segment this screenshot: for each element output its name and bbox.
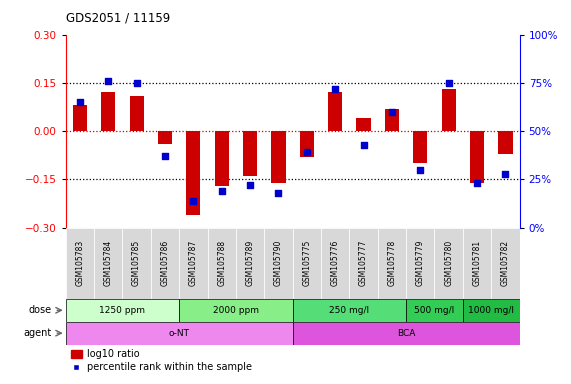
- Bar: [435, 228, 463, 299]
- Bar: [207, 228, 236, 299]
- Bar: [122, 228, 151, 299]
- Bar: [328, 93, 342, 131]
- Bar: [271, 131, 286, 183]
- Text: GSM105782: GSM105782: [501, 240, 510, 286]
- Bar: [158, 131, 172, 144]
- Bar: [470, 131, 484, 183]
- Point: [501, 170, 510, 177]
- Legend: log10 ratio, percentile rank within the sample: log10 ratio, percentile rank within the …: [71, 349, 252, 372]
- Text: agent: agent: [24, 328, 52, 338]
- Point: [160, 153, 170, 159]
- Point: [274, 190, 283, 196]
- Bar: [151, 228, 179, 299]
- Point: [472, 180, 481, 186]
- Bar: [94, 228, 122, 299]
- Bar: [215, 131, 229, 186]
- Bar: [441, 89, 456, 131]
- Text: GSM105776: GSM105776: [331, 240, 340, 286]
- Bar: [385, 109, 399, 131]
- Bar: [300, 131, 314, 157]
- Text: 500 mg/l: 500 mg/l: [415, 306, 455, 315]
- Bar: [349, 228, 378, 299]
- Text: GSM105790: GSM105790: [274, 240, 283, 286]
- Text: GSM105788: GSM105788: [217, 240, 226, 286]
- Text: 250 mg/l: 250 mg/l: [329, 306, 369, 315]
- Point: [189, 198, 198, 204]
- Point: [359, 142, 368, 148]
- Bar: [101, 93, 115, 131]
- Point: [331, 86, 340, 92]
- Text: 1250 ppm: 1250 ppm: [99, 306, 146, 315]
- Point: [132, 80, 141, 86]
- Bar: [293, 228, 321, 299]
- Point: [444, 80, 453, 86]
- Bar: [73, 105, 87, 131]
- Text: GSM105778: GSM105778: [388, 240, 396, 286]
- Bar: [356, 118, 371, 131]
- Text: GSM105787: GSM105787: [189, 240, 198, 286]
- Text: GSM105777: GSM105777: [359, 240, 368, 286]
- Text: GSM105783: GSM105783: [75, 240, 85, 286]
- Bar: [66, 322, 292, 344]
- Bar: [264, 228, 292, 299]
- Bar: [236, 228, 264, 299]
- Bar: [292, 299, 406, 322]
- Bar: [243, 131, 257, 176]
- Bar: [179, 228, 207, 299]
- Point: [246, 182, 255, 188]
- Text: GDS2051 / 11159: GDS2051 / 11159: [66, 12, 170, 25]
- Text: GSM105785: GSM105785: [132, 240, 141, 286]
- Text: dose: dose: [29, 305, 52, 315]
- Text: GSM105789: GSM105789: [246, 240, 255, 286]
- Bar: [179, 299, 292, 322]
- Bar: [292, 322, 520, 344]
- Text: o-NT: o-NT: [168, 329, 190, 338]
- Text: GSM105780: GSM105780: [444, 240, 453, 286]
- Point: [387, 109, 396, 115]
- Bar: [413, 131, 428, 163]
- Text: GSM105779: GSM105779: [416, 240, 425, 286]
- Bar: [406, 299, 463, 322]
- Point: [104, 78, 113, 84]
- Text: 2000 ppm: 2000 ppm: [213, 306, 259, 315]
- Bar: [463, 299, 520, 322]
- Bar: [406, 228, 435, 299]
- Point: [75, 99, 85, 105]
- Bar: [66, 228, 94, 299]
- Text: GSM105784: GSM105784: [104, 240, 112, 286]
- Point: [302, 149, 311, 156]
- Text: GSM105786: GSM105786: [160, 240, 170, 286]
- Bar: [378, 228, 406, 299]
- Bar: [321, 228, 349, 299]
- Bar: [130, 96, 144, 131]
- Point: [416, 167, 425, 173]
- Text: BCA: BCA: [397, 329, 415, 338]
- Bar: [463, 228, 491, 299]
- Bar: [498, 131, 513, 154]
- Text: 1000 mg/l: 1000 mg/l: [468, 306, 514, 315]
- Bar: [491, 228, 520, 299]
- Bar: [66, 299, 179, 322]
- Bar: [186, 131, 200, 215]
- Text: GSM105781: GSM105781: [473, 240, 481, 286]
- Point: [217, 188, 226, 194]
- Text: GSM105775: GSM105775: [302, 240, 311, 286]
